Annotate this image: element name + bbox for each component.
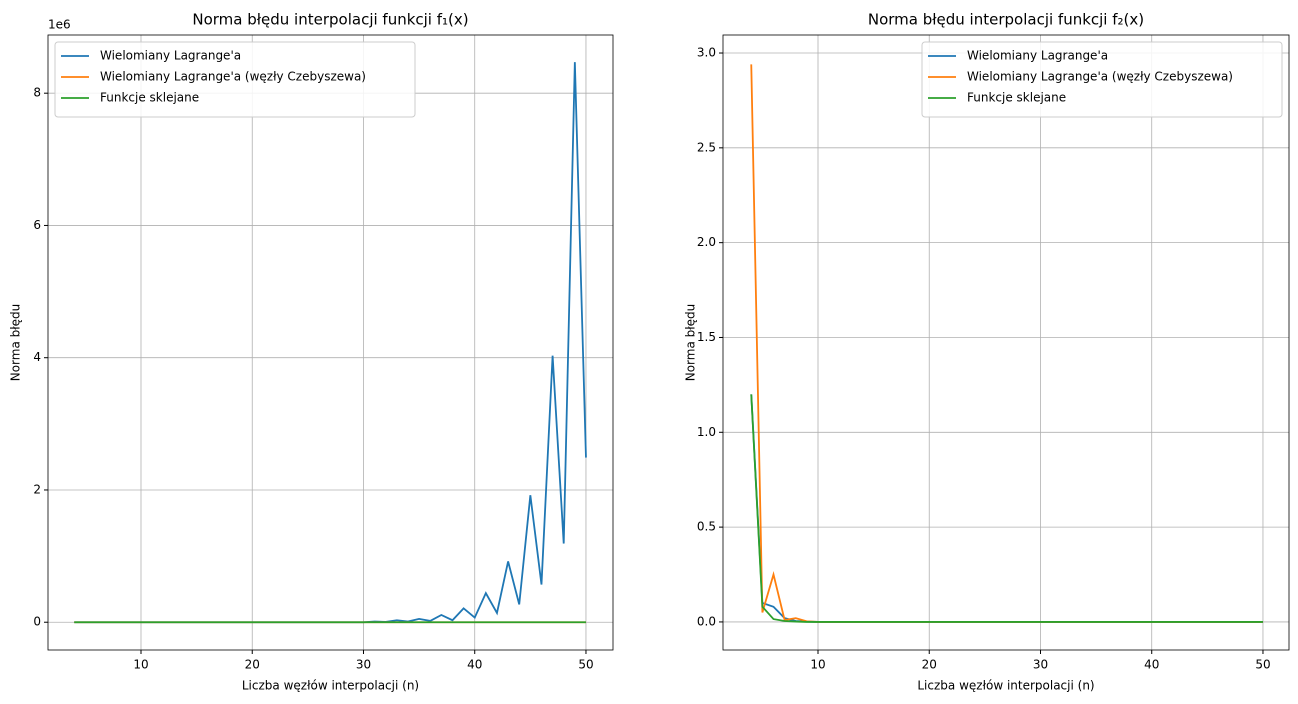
y-offset-text: 1e6 [48, 18, 71, 32]
y-tick-label: 4 [33, 350, 41, 364]
legend-label: Wielomiany Lagrange'a [100, 49, 241, 63]
y-tick-label: 0.5 [697, 520, 716, 534]
plot-frame [722, 34, 1290, 651]
y-tick-label: 6 [33, 218, 41, 232]
y-axis-label: Norma błędu [9, 304, 23, 382]
legend-box [54, 41, 416, 118]
y-axis-label: Norma błędu [684, 304, 698, 382]
x-axis-label: Liczba węzłów interpolacji (n) [242, 679, 419, 693]
y-tick-label: 0.0 [697, 614, 716, 628]
x-tick-label: 10 [810, 658, 825, 672]
y-tick-label: 2.5 [697, 140, 716, 154]
x-tick-label: 10 [133, 658, 148, 672]
plot-area [48, 35, 613, 650]
x-tick-label: 30 [356, 658, 371, 672]
x-tick-label: 30 [1033, 658, 1048, 672]
x-tick-label: 20 [922, 658, 937, 672]
series-line [750, 394, 1263, 623]
chart-title: Norma błędu interpolacji funkcji f₁(x) [192, 11, 468, 29]
x-tick-label: 50 [1255, 658, 1270, 672]
chart-title: Norma błędu interpolacji funkcji f₂(x) [868, 11, 1144, 29]
y-tick-label: 2.0 [697, 235, 716, 249]
x-axis-label: Liczba węzłów interpolacji (n) [917, 679, 1094, 693]
legend-label: Wielomiany Lagrange'a (węzły Czebyszewa) [967, 70, 1233, 84]
y-tick-label: 8 [33, 86, 41, 100]
y-tick-label: 1.0 [697, 425, 716, 439]
x-tick-label: 40 [467, 658, 482, 672]
x-tick-label: 20 [245, 658, 260, 672]
y-tick-label: 3.0 [697, 46, 716, 60]
plot-frame [47, 34, 614, 651]
y-tick-label: 1.5 [697, 330, 716, 344]
y-tick-label: 2 [33, 482, 41, 496]
plot-area [723, 35, 1289, 650]
x-tick-label: 50 [578, 658, 593, 672]
y-tick-label: 0 [33, 615, 41, 629]
legend-label: Wielomiany Lagrange'a (węzły Czebyszewa) [100, 70, 366, 84]
legend-label: Wielomiany Lagrange'a [967, 49, 1108, 63]
legend-box [921, 41, 1283, 118]
x-tick-label: 40 [1144, 658, 1159, 672]
legend-label: Funkcje sklejane [967, 91, 1066, 105]
legend-label: Funkcje sklejane [100, 91, 199, 105]
